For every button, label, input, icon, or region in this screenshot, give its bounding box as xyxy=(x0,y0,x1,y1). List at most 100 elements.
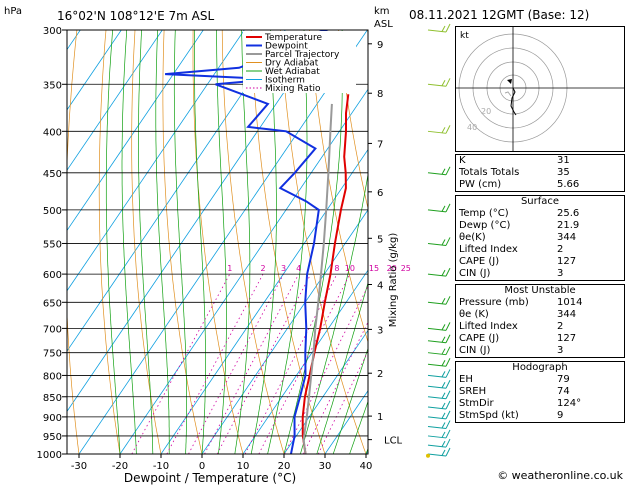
unstable-index-label: Pressure (mb) xyxy=(459,297,529,308)
dry-adiabat-line xyxy=(98,30,121,454)
wind-barb-icon xyxy=(427,410,451,420)
unstable-index-row: θe (K) 344 xyxy=(456,309,624,321)
temperature-tick-label: 40 xyxy=(360,461,373,472)
mixing-ratio-label: 4 xyxy=(296,264,301,273)
mixing-ratio-line xyxy=(303,321,368,454)
unstable-index-row: CAPE (J) 127 xyxy=(456,333,624,345)
surface-index-row: Temp (°C) 25.6 xyxy=(456,208,624,220)
wet-adiabat-line xyxy=(121,30,137,454)
km-tick-label: 4 xyxy=(377,281,383,292)
most-unstable-title: Most Unstable xyxy=(504,285,576,296)
mixing-ratio-line xyxy=(258,273,351,454)
wind-barb-icon xyxy=(427,380,451,389)
basic-index-value: 5.66 xyxy=(557,179,580,190)
wind-barb-icon xyxy=(427,237,451,246)
pressure-tick-label: 650 xyxy=(43,298,62,309)
surface-title: Surface xyxy=(520,196,560,207)
surface-index-value: 3 xyxy=(557,268,564,279)
legend-label: Temperature xyxy=(264,33,322,43)
mixing-ratio-label: 15 xyxy=(369,264,379,273)
basic-index-value: 31 xyxy=(557,155,570,166)
lcl-label: LCL xyxy=(384,436,403,447)
km-tick-label: 1 xyxy=(377,412,383,423)
pressure-tick-label: 1000 xyxy=(37,450,62,461)
pressure-tick-label: 300 xyxy=(43,26,62,37)
unstable-index-row: CIN (J) 3 xyxy=(456,345,624,357)
surface-index-row: Dewp (°C) 21.9 xyxy=(456,220,624,232)
wind-barb-icon xyxy=(427,203,451,213)
wind-barb-icon xyxy=(427,438,451,448)
hodo-index-row: StmSpd (kt) 9 xyxy=(456,410,624,422)
pressure-tick-label: 400 xyxy=(43,127,62,138)
pressure-tick-label: 450 xyxy=(43,169,62,180)
pressure-tick-label: 500 xyxy=(43,206,62,217)
km-tick-label: 7 xyxy=(377,139,383,150)
km-tick-label: 2 xyxy=(377,369,383,380)
legend-label: Isotherm xyxy=(265,76,305,86)
mixing-ratio-line xyxy=(244,273,338,454)
hodo-index-value: 9 xyxy=(557,410,564,421)
basic-indices-box: K 31 Totals Totals 35 PW (cm) 5.66 xyxy=(455,154,625,192)
chart-axes: 3003504004505005506006507007508008509009… xyxy=(37,26,411,472)
unstable-index-value: 344 xyxy=(557,309,577,320)
km-tick-label: 9 xyxy=(377,40,383,51)
temperature-tick-label: 30 xyxy=(319,461,332,472)
hodo-index-label: StmDir xyxy=(459,398,494,409)
wind-barb-icon xyxy=(427,390,451,400)
plot-frame xyxy=(66,29,369,455)
temperature-tick-label: 10 xyxy=(237,461,250,472)
dry-adiabat-line xyxy=(309,30,368,344)
basic-index-label: PW (cm) xyxy=(459,179,502,190)
dry-adiabat-line xyxy=(338,30,368,210)
hodograph-plot: kt 40 20 xyxy=(455,26,625,152)
surface-box: Surface Temp (°C) 25.6 Dewp (°C) 21.9 θe(K) 3… xyxy=(455,195,625,281)
pressure-tick-label: 750 xyxy=(43,349,62,360)
indices-panel: K 31 Totals Totals 35 PW (cm) 5.66 Surface Te… xyxy=(455,154,625,426)
mixing-ratio-line xyxy=(131,273,231,454)
km-tick-label: 5 xyxy=(377,234,383,245)
temperature-tick-label: -20 xyxy=(112,461,128,472)
basic-index-row: K 31 xyxy=(456,155,624,167)
surface-index-label: Lifted Index xyxy=(459,244,518,255)
wind-barb-icon xyxy=(427,420,451,430)
surface-index-row: θe(K) 344 xyxy=(456,232,624,244)
isotherm-line xyxy=(160,148,368,454)
unstable-index-row: Pressure (mb) 1014 xyxy=(456,297,624,309)
unstable-index-row: Lifted Index 2 xyxy=(456,321,624,333)
isotherm-line xyxy=(67,30,204,232)
hodo-ring-label-40: 40 xyxy=(467,123,477,132)
wind-barb-icon xyxy=(427,358,451,367)
pressure-tick-label: 350 xyxy=(43,80,62,91)
surface-index-label: CIN (J) xyxy=(459,268,491,279)
surface-index-row: CIN (J) 3 xyxy=(456,268,624,280)
wind-barb-icon xyxy=(427,322,451,331)
unstable-index-value: 127 xyxy=(557,333,577,344)
surface-index-label: θe(K) xyxy=(459,232,486,243)
datetime-title: 08.11.2021 12GMT (Base: 12) xyxy=(409,8,589,22)
mixing-ratio-label: 1 xyxy=(227,264,232,273)
temperature-tick-label: 20 xyxy=(278,461,291,472)
legend-label: Parcel Trajectory xyxy=(265,50,340,60)
surface-index-label: CAPE (J) xyxy=(459,256,500,267)
unstable-index-label: CIN (J) xyxy=(459,345,491,356)
surface-index-value: 127 xyxy=(557,256,577,267)
basic-index-value: 35 xyxy=(557,167,570,178)
mixing-ratio-line xyxy=(204,273,300,454)
footer-credit: © weatheronline.co.uk xyxy=(497,469,623,482)
dry-adiabat-line xyxy=(279,30,367,454)
hodograph-title: Hodograph xyxy=(512,362,568,373)
dry-adiabat-line xyxy=(162,30,203,454)
hpa-label: hPa xyxy=(4,6,22,17)
most-unstable-box: Most Unstable Pressure (mb) 1014 θe (K) 344… xyxy=(455,284,625,358)
hodo-index-row: StmDir 124° xyxy=(456,398,624,410)
unstable-index-label: CAPE (J) xyxy=(459,333,500,344)
chart-grid xyxy=(67,30,368,454)
unstable-index-value: 2 xyxy=(557,321,564,332)
surface-index-value: 2 xyxy=(557,244,564,255)
temperature-tick-label: -30 xyxy=(71,461,87,472)
surface-index-row: Lifted Index 2 xyxy=(456,244,624,256)
pressure-tick-label: 850 xyxy=(43,393,62,404)
km-tick-label: 8 xyxy=(377,89,383,100)
unstable-index-label: θe (K) xyxy=(459,309,489,320)
wind-barb-icon xyxy=(427,78,451,87)
